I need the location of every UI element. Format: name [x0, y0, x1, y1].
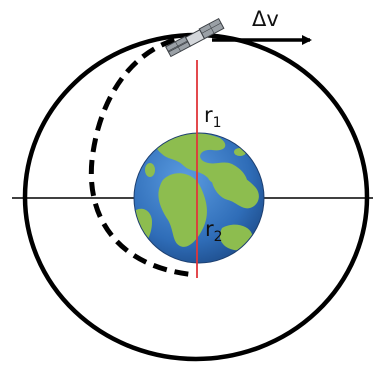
- r2-label: r2: [205, 217, 223, 245]
- satellite-icon: [165, 17, 225, 58]
- r1-label: r1: [204, 103, 222, 131]
- delta-v-label: Δv: [252, 7, 279, 31]
- r1-label-sub: 1: [213, 115, 222, 131]
- transfer-orbit: [88, 33, 197, 278]
- r1-label-main: r: [204, 103, 213, 127]
- r2-label-sub: 2: [214, 229, 223, 245]
- r2-label-main: r: [205, 217, 214, 241]
- earth: [133, 132, 265, 264]
